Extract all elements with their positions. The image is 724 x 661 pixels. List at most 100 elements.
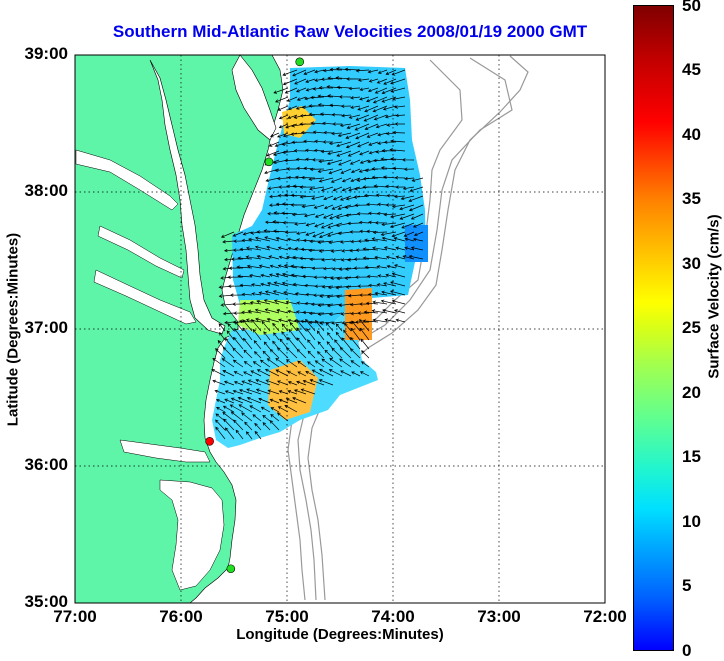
velocity-arrow xyxy=(266,245,280,251)
velocity-arrow xyxy=(339,123,352,128)
velocity-arrow xyxy=(242,231,253,236)
velocity-arrow xyxy=(324,349,334,359)
velocity-arrow xyxy=(330,276,343,280)
velocity-arrow xyxy=(252,361,262,368)
velocity-patch-blue xyxy=(405,225,428,262)
velocity-arrow xyxy=(345,132,361,139)
velocity-arrow xyxy=(276,309,289,314)
velocity-arrow xyxy=(341,321,352,325)
velocity-arrow xyxy=(362,319,379,323)
velocity-arrow xyxy=(303,213,316,218)
velocity-arrow xyxy=(354,123,370,131)
velocity-arrow xyxy=(364,238,379,242)
velocity-arrow xyxy=(249,273,262,278)
velocity-arrow xyxy=(262,414,271,422)
velocity-arrow xyxy=(360,338,370,350)
velocity-arrow xyxy=(291,140,307,145)
velocity-arrow xyxy=(364,123,379,130)
velocity-arrow xyxy=(222,411,235,422)
velocity-arrow xyxy=(233,419,244,431)
velocity-arrow xyxy=(275,202,289,207)
velocity-arrow xyxy=(313,275,325,280)
velocity-arrow xyxy=(394,105,406,109)
velocity-arrow xyxy=(246,264,262,269)
velocity-arrow xyxy=(374,255,388,260)
velocity-arrow xyxy=(336,276,352,281)
velocity-arrow xyxy=(241,380,253,386)
velocity-arrow xyxy=(311,158,325,162)
velocity-arrow xyxy=(322,266,334,271)
velocity-arrow xyxy=(300,247,316,252)
velocity-arrow xyxy=(389,290,406,296)
velocity-arrow xyxy=(323,130,334,135)
velocity-arrow xyxy=(381,96,397,103)
velocity-arrow xyxy=(230,257,244,261)
velocity-arrow xyxy=(363,114,379,122)
velocity-arrow xyxy=(364,168,379,173)
velocity-arrow xyxy=(296,301,307,305)
velocity-arrow xyxy=(219,332,226,341)
velocity-arrow xyxy=(335,323,343,332)
velocity-arrow xyxy=(377,132,388,137)
velocity-arrow xyxy=(273,229,289,233)
velocity-arrow xyxy=(375,150,388,154)
velocity-arrow xyxy=(410,213,424,220)
velocity-arrow xyxy=(377,274,388,278)
velocity-arrow xyxy=(374,221,388,225)
velocity-arrow xyxy=(303,139,316,144)
velocity-arrow xyxy=(285,347,298,359)
velocity-arrow xyxy=(258,264,271,269)
radar-site-marker xyxy=(264,157,274,167)
velocity-arrow xyxy=(253,340,262,350)
velocity-arrow xyxy=(267,389,280,395)
velocity-arrow xyxy=(289,322,298,332)
velocity-arrow xyxy=(305,231,316,236)
velocity-arrow xyxy=(309,186,325,191)
velocity-arrows xyxy=(211,67,424,440)
velocity-arrow xyxy=(351,371,361,377)
velocity-arrow xyxy=(403,167,415,172)
velocity-arrow xyxy=(368,150,379,155)
velocity-arrow xyxy=(267,186,280,191)
velocity-arrow xyxy=(389,281,406,287)
velocity-arrow xyxy=(308,311,325,316)
velocity-arrow xyxy=(361,350,370,359)
velocity-arrow xyxy=(273,87,289,94)
velocity-arrow xyxy=(413,231,424,237)
velocity-arrow xyxy=(385,184,397,189)
velocity-arrow xyxy=(309,257,325,262)
velocity-arrow xyxy=(314,222,325,228)
velocity-arrow xyxy=(258,291,271,296)
velocity-arrow xyxy=(270,407,280,413)
y-axis-label: Latitude (Degrees:Minutes) xyxy=(4,232,22,427)
velocity-arrow xyxy=(376,265,388,269)
velocity-arrow xyxy=(364,265,379,269)
velocity-arrow xyxy=(362,256,379,260)
velocity-arrow xyxy=(215,413,226,422)
velocity-arrow xyxy=(317,168,334,174)
velocity-arrow xyxy=(359,87,370,92)
velocity-arrow xyxy=(353,257,370,261)
velocity-arrow xyxy=(372,246,388,251)
velocity-arrow xyxy=(402,255,415,260)
velocity-arrow xyxy=(287,309,298,314)
velocity-arrow xyxy=(273,332,280,341)
velocity-arrow xyxy=(242,337,253,350)
velocity-arrow xyxy=(408,195,424,203)
velocity-arrow xyxy=(401,222,415,229)
velocity-arrow xyxy=(323,213,334,219)
velocity-arrow xyxy=(327,285,343,290)
velocity-arrow xyxy=(259,359,271,368)
velocity-arrow xyxy=(246,396,262,404)
velocity-arrow xyxy=(391,299,406,305)
velocity-arrow xyxy=(244,421,253,431)
velocity-arrow xyxy=(287,246,298,251)
velocity-arrow xyxy=(320,222,334,229)
velocity-arrow xyxy=(276,412,289,422)
velocity-arrow xyxy=(320,77,334,82)
velocity-arrow xyxy=(354,320,370,324)
velocity-arrow xyxy=(301,274,316,279)
velocity-arrow xyxy=(340,104,352,109)
velocity-arrow xyxy=(377,69,388,74)
velocity-arrow xyxy=(336,294,352,299)
